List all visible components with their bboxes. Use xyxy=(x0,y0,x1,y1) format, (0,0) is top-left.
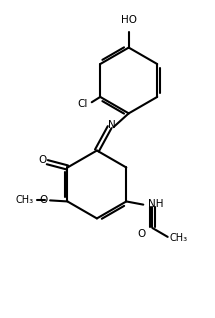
Text: HO: HO xyxy=(121,15,137,25)
Text: CH₃: CH₃ xyxy=(16,195,34,205)
Text: N: N xyxy=(108,120,116,130)
Text: NH: NH xyxy=(147,199,163,209)
Text: CH₃: CH₃ xyxy=(170,233,188,243)
Text: Cl: Cl xyxy=(77,99,88,109)
Text: O: O xyxy=(39,195,48,205)
Text: O: O xyxy=(137,229,146,239)
Text: O: O xyxy=(38,155,47,165)
